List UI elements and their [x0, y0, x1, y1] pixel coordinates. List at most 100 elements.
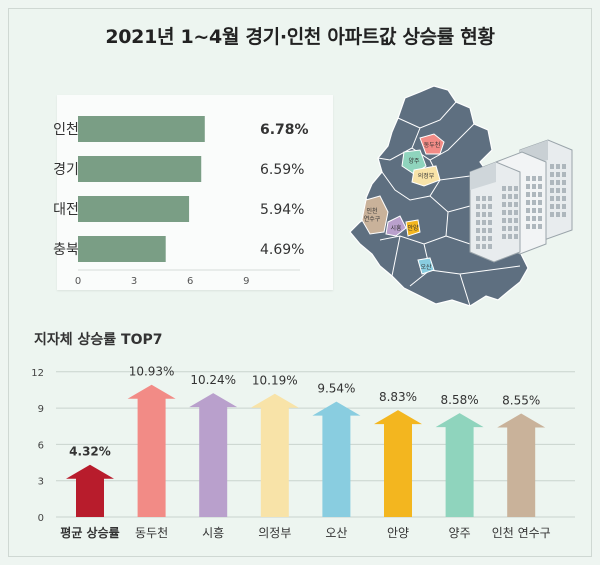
building-window	[532, 184, 536, 189]
building-window	[514, 194, 518, 199]
incheon-yeonsu-region	[361, 195, 389, 235]
building-window	[532, 224, 536, 229]
building-window	[538, 208, 542, 213]
building-window	[508, 210, 512, 215]
building-window	[476, 244, 480, 249]
building-window	[488, 228, 492, 233]
building-window	[556, 164, 560, 169]
building-window	[550, 172, 554, 177]
building-window	[514, 210, 518, 215]
arrow-bar	[435, 413, 484, 517]
y-tick-label: 3	[38, 477, 44, 488]
y-tick-label: 9	[38, 404, 44, 415]
arrow-bar	[497, 413, 546, 517]
map-region-label: 연수구	[364, 215, 381, 223]
arrow-bar	[189, 393, 238, 517]
building-window	[476, 228, 480, 233]
bar-value-label: 4.69%	[260, 242, 304, 258]
building-window	[502, 186, 506, 191]
building-window	[556, 188, 560, 193]
arrow-value-label: 8.83%	[379, 390, 417, 404]
building-window	[502, 226, 506, 231]
building-window	[526, 176, 530, 181]
map-region-label: 안양	[407, 224, 419, 232]
building-window	[502, 234, 506, 239]
building-window	[556, 196, 560, 201]
building-window	[556, 212, 560, 217]
horizontal-bar	[78, 116, 205, 142]
dongducheon-region	[419, 133, 445, 155]
bar-category-label: 대전	[53, 202, 79, 218]
building-window	[488, 220, 492, 225]
building-window	[538, 200, 542, 205]
building-window	[562, 180, 566, 185]
building-window	[488, 212, 492, 217]
building-window	[488, 244, 492, 249]
arrow-value-label: 9.54%	[317, 382, 355, 396]
horizontal-bar	[78, 236, 166, 262]
building-window	[508, 218, 512, 223]
arrow-value-label: 8.58%	[441, 393, 479, 407]
building-window	[508, 226, 512, 231]
building-window	[532, 176, 536, 181]
building-window	[508, 234, 512, 239]
building-window	[514, 234, 518, 239]
page-title: 2021년 1~4월 경기·인천 아파트값 상승률 현황	[105, 26, 495, 48]
bar-value-label: 5.94%	[260, 202, 304, 218]
siheung-region	[385, 215, 407, 237]
building-window	[476, 204, 480, 209]
anyang-region	[405, 219, 421, 237]
x-tick-label: 9	[243, 276, 249, 287]
arrow-bar	[374, 410, 422, 517]
apartment-buildings-illustration	[469, 139, 573, 263]
building-window	[526, 208, 530, 213]
building-window	[502, 194, 506, 199]
arrow-value-label: 10.24%	[190, 373, 236, 387]
building-window	[538, 184, 542, 189]
building-window	[556, 204, 560, 209]
building-window	[538, 192, 542, 197]
building-window	[526, 200, 530, 205]
y-tick-label: 0	[38, 513, 44, 524]
building-window	[502, 202, 506, 207]
arrow-category-label: 평균 상승률	[60, 525, 119, 540]
arrow-value-label: 10.19%	[252, 374, 298, 388]
building-window	[508, 194, 512, 199]
building-window	[482, 244, 486, 249]
arrow-value-label: 10.93%	[129, 365, 175, 379]
top7-chart-title: 지자체 상승률 TOP7	[34, 332, 163, 348]
building-window	[514, 202, 518, 207]
building-window	[488, 196, 492, 201]
building-window	[526, 192, 530, 197]
building-window	[562, 212, 566, 217]
building-window	[550, 196, 554, 201]
arrow-value-label: 8.55%	[502, 394, 540, 408]
building-window	[502, 210, 506, 215]
arrow-category-label: 의정부	[258, 526, 291, 540]
arrow-category-label: 안양	[387, 526, 409, 540]
building-window	[562, 164, 566, 169]
building-window	[514, 226, 518, 231]
building-window	[508, 202, 512, 207]
building-window	[514, 186, 518, 191]
bar-value-label: 6.59%	[260, 162, 304, 178]
building-window	[482, 204, 486, 209]
arrow-bar	[127, 384, 176, 517]
y-tick-label: 12	[31, 368, 44, 379]
arrow-category-label: 오산	[325, 526, 347, 540]
building-window	[562, 188, 566, 193]
uijeongbu-region	[411, 165, 441, 187]
x-tick-label: 6	[187, 276, 193, 287]
building-window	[526, 184, 530, 189]
y-tick-label: 6	[38, 440, 44, 451]
building-window	[488, 204, 492, 209]
arrow-category-label: 양주	[449, 526, 471, 540]
x-tick-label: 0	[75, 276, 81, 287]
map-region-label: 인천	[366, 207, 377, 215]
building-window	[538, 216, 542, 221]
building-window	[550, 212, 554, 217]
bar-category-label: 경기	[53, 162, 79, 178]
arrow-bar	[250, 393, 299, 517]
map-region-label: 의정부	[418, 172, 435, 180]
